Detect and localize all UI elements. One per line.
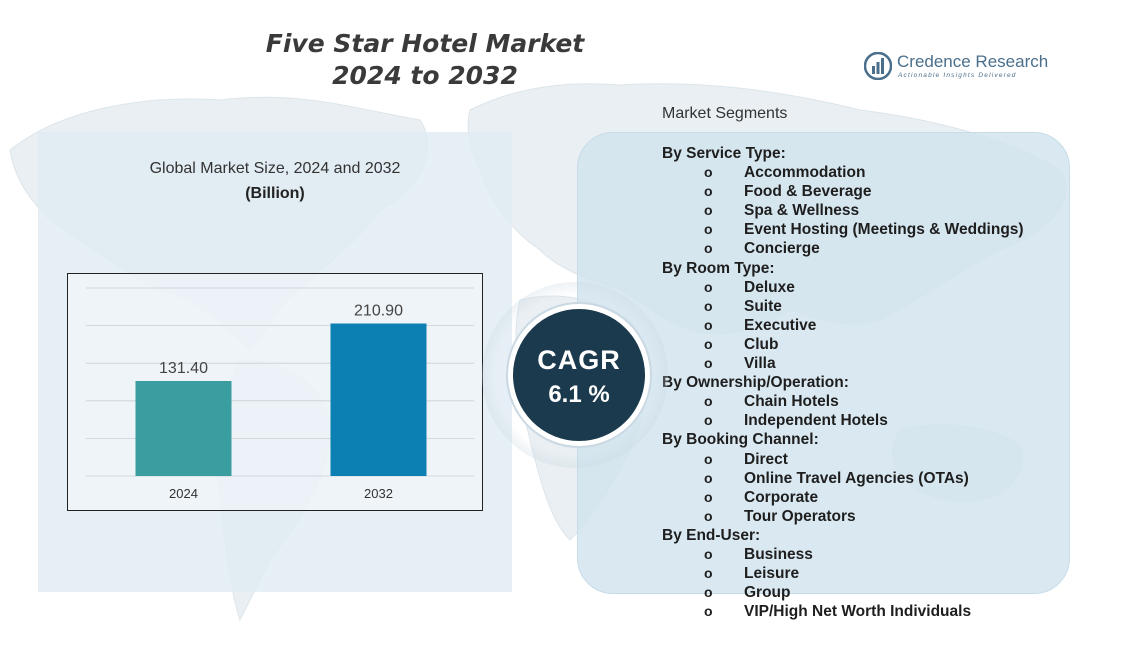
segment-item: o Tour Operators bbox=[662, 507, 1122, 526]
segment-item: o Leisure bbox=[662, 564, 1122, 583]
cagr-badge: CAGR 6.1 % bbox=[508, 304, 650, 446]
segment-item: o Deluxe bbox=[662, 278, 1122, 297]
segment-item-label: Event Hosting (Meetings & Weddings) bbox=[744, 221, 1024, 239]
segment-heading: By Booking Channel: bbox=[662, 431, 819, 449]
bullet-icon: o bbox=[704, 240, 713, 257]
segment-item-label: Food & Beverage bbox=[744, 183, 872, 201]
title-line-2: 2024 to 2032 bbox=[332, 61, 518, 90]
segment-item-label: Group bbox=[744, 584, 791, 602]
segment-item: o Accommodation bbox=[662, 163, 1122, 182]
segment-item-label: Independent Hotels bbox=[744, 412, 888, 430]
bullet-icon: o bbox=[704, 603, 713, 620]
bullet-icon: o bbox=[704, 278, 713, 295]
market-size-panel bbox=[38, 132, 512, 592]
segment-item-label: Spa & Wellness bbox=[744, 202, 860, 220]
segment-item: o Independent Hotels bbox=[662, 411, 1122, 430]
logo-name: Credence Research bbox=[897, 52, 1049, 71]
segment-item-label: Online Travel Agencies (OTAs) bbox=[744, 469, 969, 487]
segment-item-label: VIP/High Net Worth Individuals bbox=[744, 603, 972, 621]
x-tick-label-2032: 2032 bbox=[364, 486, 393, 501]
segment-item: o Spa & Wellness bbox=[662, 201, 1122, 220]
segment-item-label: Tour Operators bbox=[744, 507, 856, 525]
bullet-icon: o bbox=[704, 488, 713, 505]
segment-item-label: Leisure bbox=[744, 565, 800, 583]
segments-label: Market Segments bbox=[662, 105, 788, 122]
segment-item-label: Executive bbox=[744, 316, 817, 334]
segment-item: o Suite bbox=[662, 297, 1122, 316]
segment-item: o Direct bbox=[662, 450, 1122, 469]
bar-chart-svg: 131.40 2024 210.90 2032 bbox=[86, 287, 474, 501]
segment-item: o Executive bbox=[662, 316, 1122, 335]
chart-heading: Global Market Size, 2024 and 2032 bbox=[149, 160, 401, 177]
segment-item-label: Villa bbox=[744, 355, 776, 373]
page-title: Five Star Hotel Market 2024 to 2032 bbox=[230, 28, 620, 92]
bar-chart: 131.40 2024 210.90 2032 bbox=[67, 273, 483, 511]
segment-item: o Concierge bbox=[662, 239, 1122, 258]
bullet-icon: o bbox=[704, 221, 713, 238]
bar-2032 bbox=[330, 323, 427, 476]
segment-item: o Corporate bbox=[662, 488, 1122, 507]
segment-item: o Club bbox=[662, 335, 1122, 354]
bullet-icon: o bbox=[704, 507, 713, 524]
segment-heading: By Ownership/Operation: bbox=[662, 374, 849, 392]
chart-unit: (Billion) bbox=[245, 185, 305, 202]
segment-item: o Chain Hotels bbox=[662, 392, 1122, 411]
bullet-icon: o bbox=[704, 545, 713, 562]
segment-item: o Group bbox=[662, 583, 1122, 602]
segment-item: o Business bbox=[662, 545, 1122, 564]
bullet-icon: o bbox=[704, 316, 713, 333]
cagr-label: CAGR bbox=[537, 345, 621, 375]
segment-item-label: Direct bbox=[744, 450, 788, 468]
bullet-icon: o bbox=[704, 183, 713, 200]
segment-item-label: Accommodation bbox=[744, 164, 866, 182]
cagr-value: 6.1 % bbox=[548, 381, 610, 408]
segment-item: o Event Hosting (Meetings & Weddings) bbox=[662, 220, 1122, 239]
logo-bars-icon bbox=[864, 52, 892, 80]
bullet-icon: o bbox=[704, 565, 713, 582]
bullet-icon: o bbox=[704, 450, 713, 467]
bullet-icon: o bbox=[704, 412, 713, 429]
segment-item-label: Corporate bbox=[744, 488, 819, 506]
bullet-icon: o bbox=[704, 297, 713, 314]
credence-research-logo: Credence Research Actionable Insights De… bbox=[864, 52, 1054, 86]
logo-tagline: Actionable Insights Delivered bbox=[898, 72, 1017, 79]
segment-item-label: Suite bbox=[744, 297, 782, 315]
segments-list: By Service Type: o Accommodation o Food & Be… bbox=[662, 144, 1122, 621]
bullet-icon: o bbox=[704, 164, 713, 181]
segment-item-label: Chain Hotels bbox=[744, 393, 839, 411]
bullet-icon: o bbox=[704, 469, 713, 486]
segment-heading: By End-User: bbox=[662, 526, 761, 544]
bullet-icon: o bbox=[704, 355, 713, 372]
segment-item-label: Business bbox=[744, 545, 813, 563]
segment-item-label: Concierge bbox=[744, 240, 820, 258]
bullet-icon: o bbox=[704, 335, 713, 352]
segment-item: o VIP/High Net Worth Individuals bbox=[662, 602, 1122, 621]
segment-heading: By Service Type: bbox=[662, 145, 786, 162]
title-line-1: Five Star Hotel Market bbox=[265, 29, 585, 58]
bullet-icon: o bbox=[704, 393, 713, 410]
x-tick-label-2024: 2024 bbox=[169, 486, 198, 501]
bullet-icon: o bbox=[704, 202, 713, 219]
bullet-icon: o bbox=[704, 584, 713, 601]
segment-item-label: Club bbox=[744, 335, 779, 353]
segment-heading: By Room Type: bbox=[662, 259, 775, 277]
data-label-2024: 131.40 bbox=[159, 360, 208, 377]
segment-item: o Food & Beverage bbox=[662, 182, 1122, 201]
segment-item: o Villa bbox=[662, 354, 1122, 373]
bar-2024 bbox=[135, 380, 232, 476]
data-label-2032: 210.90 bbox=[354, 303, 403, 320]
segment-item: o Online Travel Agencies (OTAs) bbox=[662, 469, 1122, 488]
segment-item-label: Deluxe bbox=[744, 278, 795, 296]
